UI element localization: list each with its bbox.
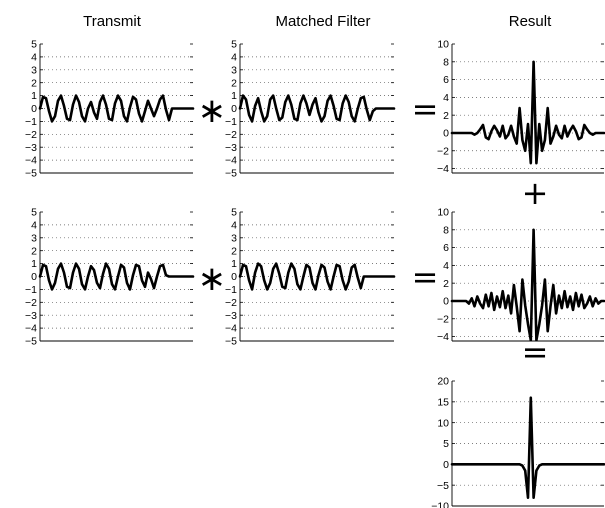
series-line [238, 94, 396, 123]
y-tick-label: 5 [31, 39, 37, 51]
convolve-operator-row1: ∗ [198, 91, 227, 131]
y-tick-label: 2 [231, 245, 237, 257]
y-tick-label: 5 [443, 438, 449, 450]
y-tick-label: 20 [437, 376, 449, 388]
y-tick-label: −3 [225, 310, 237, 322]
y-tick-label: −1 [225, 284, 237, 296]
y-tick-label: −2 [225, 129, 237, 141]
y-tick-label: −5 [25, 336, 37, 348]
y-tick-label: 0 [231, 103, 237, 115]
y-tick-label: −5 [225, 336, 237, 348]
plot-panels: −5−4−3−2−1012345−5−4−3−2−1012345−4−20246… [25, 39, 605, 508]
y-tick-label: 3 [31, 64, 37, 76]
y-tick-label: 2 [31, 245, 37, 257]
y-tick-label: −2 [437, 145, 449, 157]
y-tick-label: 10 [437, 39, 449, 51]
y-tick-label: 1 [231, 90, 237, 102]
y-tick-label: 8 [443, 224, 449, 236]
y-tick-label: −4 [225, 155, 237, 167]
y-tick-label: 3 [231, 232, 237, 244]
column-title-result: Result [509, 13, 552, 30]
y-tick-label: −4 [25, 323, 37, 335]
y-tick-label: 5 [231, 207, 237, 219]
y-tick-label: −4 [25, 155, 37, 167]
y-tick-label: 0 [443, 128, 449, 140]
y-tick-label: −4 [437, 331, 449, 343]
series-line [38, 94, 195, 123]
series-line [238, 262, 396, 291]
y-tick-label: 0 [31, 103, 37, 115]
panel-result-1: −4 −2 0 2 4 6 8 10 [437, 39, 605, 175]
y-tick-label: 0 [443, 296, 449, 308]
y-tick-label: 15 [437, 396, 449, 408]
y-tick-label: 2 [31, 77, 37, 89]
y-tick-label: −3 [225, 142, 237, 154]
y-tick-label: 3 [231, 64, 237, 76]
y-tick-label: 2 [443, 110, 449, 122]
y-tick-label: 4 [231, 52, 237, 64]
y-tick-label: −1 [225, 116, 237, 128]
y-tick-label: 4 [31, 52, 37, 64]
series-line [38, 262, 195, 291]
y-tick-label: 4 [231, 220, 237, 232]
y-tick-label: 0 [443, 459, 449, 471]
y-tick-label: 5 [31, 207, 37, 219]
column-title-transmit: Transmit [83, 13, 142, 30]
y-tick-label: −3 [25, 310, 37, 322]
y-tick-label: 0 [31, 271, 37, 283]
y-tick-label: 5 [231, 39, 237, 51]
y-tick-label: 3 [31, 232, 37, 244]
y-tick-label: −5 [437, 480, 449, 492]
y-tick-label: 0 [231, 271, 237, 283]
equals-operator-row2: = [412, 258, 439, 296]
y-tick-label: −5 [25, 168, 37, 180]
y-tick-label: 8 [443, 56, 449, 68]
y-tick-label: −5 [225, 168, 237, 180]
y-tick-label: −2 [25, 297, 37, 309]
y-tick-label: −1 [25, 284, 37, 296]
y-tick-label: −2 [25, 129, 37, 141]
y-tick-label: 6 [443, 242, 449, 254]
y-tick-label: 1 [231, 258, 237, 270]
y-tick-label: 4 [443, 260, 449, 272]
y-tick-label: 4 [443, 92, 449, 104]
y-tick-label: −3 [25, 142, 37, 154]
y-tick-label: 2 [443, 278, 449, 290]
series-line [450, 396, 605, 500]
y-tick-label: −4 [437, 163, 449, 175]
series-line [450, 228, 605, 342]
column-title-matched-filter: Matched Filter [275, 13, 370, 30]
y-tick-label: −2 [437, 313, 449, 325]
y-tick-label: 10 [437, 417, 449, 429]
panel-sum: −10 −5 0 5 10 15 20 [431, 376, 605, 508]
y-tick-label: −2 [225, 297, 237, 309]
series-line [450, 60, 605, 165]
y-tick-label: 1 [31, 258, 37, 270]
y-tick-label: 2 [231, 77, 237, 89]
y-tick-label: −10 [431, 501, 449, 508]
y-tick-label: 1 [31, 90, 37, 102]
y-tick-label: −1 [25, 116, 37, 128]
y-tick-label: 6 [443, 74, 449, 86]
panel-bg [452, 44, 604, 173]
convolve-operator-row2: ∗ [198, 259, 227, 299]
panel-result-2: −4 −2 0 2 4 6 8 10 [437, 207, 605, 343]
y-tick-label: 4 [31, 220, 37, 232]
plus-operator: + [522, 174, 549, 212]
y-tick-label: −4 [225, 323, 237, 335]
y-tick-label: 10 [437, 207, 449, 219]
equals-operator-row1: = [412, 90, 439, 128]
